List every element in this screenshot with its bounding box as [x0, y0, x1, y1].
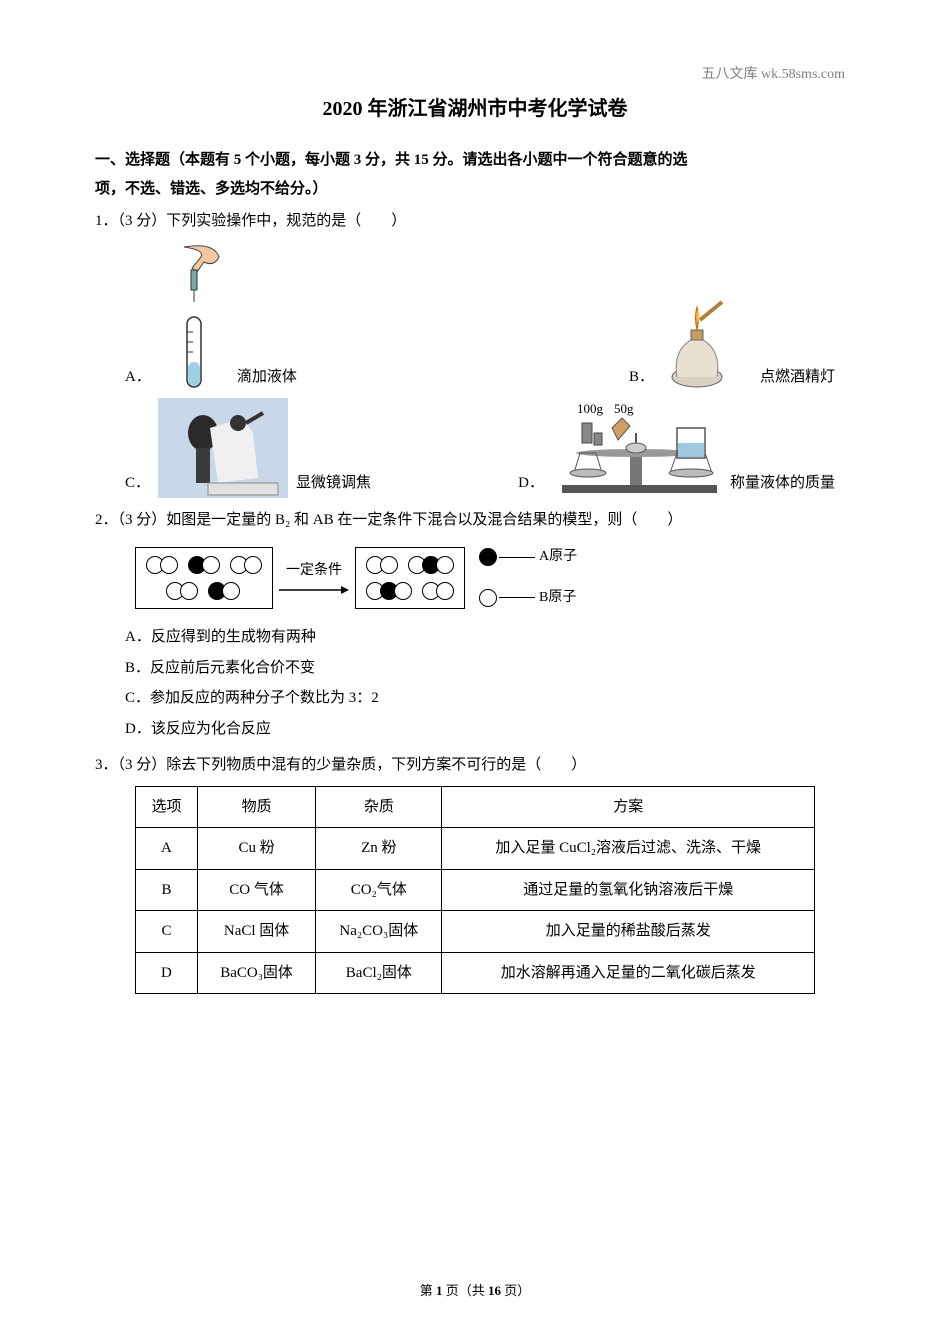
- table-cell: 加水溶解再通入足量的二氧化碳后蒸发: [442, 952, 815, 994]
- q1-option-c: C． 显微镜调焦: [125, 398, 371, 498]
- table-row: D BaCO₃固体 BaCl₂固体 加水溶解再通入足量的二氧化碳后蒸发: [136, 952, 815, 994]
- dropper-tube-icon: [159, 242, 229, 392]
- legend-a: A原子: [481, 544, 577, 571]
- legend-a-label: A原子: [539, 544, 577, 571]
- q1-option-b: B． 点燃酒精灯: [629, 292, 835, 392]
- q2-option-b: B．反应前后元素化合价不变: [125, 654, 855, 683]
- q2-left-box: [135, 547, 273, 609]
- arrow-label: 一定条件: [286, 558, 342, 585]
- page-footer: 第 1 页（共 16 页）: [0, 1279, 950, 1304]
- question-1: 1．（3 分）下列实验操作中，规范的是（ ） A． 滴加液体 B．: [95, 207, 855, 498]
- table-cell: Zn 粉: [316, 828, 442, 870]
- table-cell: Na₂CO₃固体: [316, 911, 442, 953]
- q2-legend: A原子 B原子: [481, 544, 577, 611]
- table-row: C NaCl 固体 Na₂CO₃固体 加入足量的稀盐酸后蒸发: [136, 911, 815, 953]
- molecule: [168, 582, 196, 600]
- option-prefix: C．: [125, 469, 150, 498]
- q2-right-box: [355, 547, 465, 609]
- q2-option-c: C．参加反应的两种分子个数比为 3：2: [125, 684, 855, 713]
- footer-text: 页）: [501, 1283, 530, 1298]
- q3-stem: 3．（3 分）除去下列物质中混有的少量杂质，下列方案不可行的是（ ）: [95, 751, 855, 780]
- q1-image-b: [662, 292, 752, 392]
- q1-image-c: [158, 398, 288, 498]
- page-title: 2020 年浙江省湖州市中考化学试卷: [95, 90, 855, 128]
- table-row: A Cu 粉 Zn 粉 加入足量 CuCl₂溶液后过滤、洗涤、干燥: [136, 828, 815, 870]
- table-header: 选项: [136, 786, 198, 828]
- option-prefix: B．: [629, 363, 654, 392]
- reaction-arrow: 一定条件: [279, 558, 349, 597]
- legend-b: B原子: [481, 585, 577, 612]
- q3-table: 选项 物质 杂质 方案 A Cu 粉 Zn 粉 加入足量 CuCl₂溶液后过滤、…: [135, 786, 815, 995]
- table-cell: NaCl 固体: [197, 911, 315, 953]
- molecule: [410, 556, 452, 574]
- q2-options: A．反应得到的生成物有两种 B．反应前后元素化合价不变 C．参加反应的两种分子个…: [95, 623, 855, 743]
- q1-stem: 1．（3 分）下列实验操作中，规范的是（ ）: [95, 207, 855, 236]
- molecule: [148, 556, 176, 574]
- section-heading-line1: 一、选择题（本题有 5 个小题，每小题 3 分，共 15 分。请选出各小题中一个…: [95, 152, 688, 168]
- table-header: 方案: [442, 786, 815, 828]
- balance-100g-label: 100g: [577, 401, 604, 416]
- option-label: 点燃酒精灯: [760, 363, 835, 392]
- molecule: [368, 556, 396, 574]
- watermark: 五八文库 wk.58sms.com: [702, 62, 846, 89]
- table-cell: 加入足量的稀盐酸后蒸发: [442, 911, 815, 953]
- legend-b-label: B原子: [539, 585, 576, 612]
- q1-image-d: 100g 50g: [552, 398, 722, 498]
- table-cell: BaCl₂固体: [316, 952, 442, 994]
- table-cell: A: [136, 828, 198, 870]
- table-header: 物质: [197, 786, 315, 828]
- q2-option-d: D．该反应为化合反应: [125, 715, 855, 744]
- footer-text: 页（共: [442, 1283, 488, 1298]
- balance-icon: 100g 50g: [552, 398, 722, 498]
- molecule: [190, 556, 218, 574]
- table-cell: 通过足量的氢氧化钠溶液后干燥: [442, 869, 815, 911]
- question-2: 2．（3 分）如图是一定量的 B₂ 和 AB 在一定条件下混合以及混合结果的模型…: [95, 506, 855, 744]
- table-cell: CO₂气体: [316, 869, 442, 911]
- molecule: [232, 556, 260, 574]
- table-header: 杂质: [316, 786, 442, 828]
- molecule: [424, 582, 452, 600]
- table-cell: B: [136, 869, 198, 911]
- q2-diagram: 一定条件 A原子 B原子: [135, 544, 855, 611]
- lamp-lighting-icon: [662, 292, 752, 392]
- q1-option-d: D． 100g 50g: [518, 398, 835, 498]
- microscope-icon: [158, 398, 288, 498]
- table-cell: C: [136, 911, 198, 953]
- arrow-icon: [279, 583, 349, 597]
- option-prefix: D．: [518, 469, 544, 498]
- option-prefix: A．: [125, 363, 151, 392]
- molecule: [368, 582, 410, 600]
- table-cell: 加入足量 CuCl₂溶液后过滤、洗涤、干燥: [442, 828, 815, 870]
- option-label: 称量液体的质量: [730, 469, 835, 498]
- table-cell: Cu 粉: [197, 828, 315, 870]
- molecule: [210, 582, 238, 600]
- balance-50g-label: 50g: [614, 401, 634, 416]
- option-label: 滴加液体: [237, 363, 297, 392]
- q2-option-a: A．反应得到的生成物有两种: [125, 623, 855, 652]
- q2-stem: 2．（3 分）如图是一定量的 B₂ 和 AB 在一定条件下混合以及混合结果的模型…: [95, 506, 855, 535]
- table-cell: D: [136, 952, 198, 994]
- table-row: B CO 气体 CO₂气体 通过足量的氢氧化钠溶液后干燥: [136, 869, 815, 911]
- footer-text: 第: [420, 1283, 436, 1298]
- section-heading-line2: 项，不选、错选、多选均不给分。）: [95, 181, 328, 197]
- section-heading: 一、选择题（本题有 5 个小题，每小题 3 分，共 15 分。请选出各小题中一个…: [95, 146, 855, 203]
- table-cell: BaCO₃固体: [197, 952, 315, 994]
- footer-total: 16: [488, 1283, 501, 1298]
- option-label: 显微镜调焦: [296, 469, 371, 498]
- q1-image-a: [159, 242, 229, 392]
- q1-option-a: A． 滴加液体: [125, 242, 297, 392]
- question-3: 3．（3 分）除去下列物质中混有的少量杂质，下列方案不可行的是（ ） 选项 物质…: [95, 751, 855, 994]
- table-cell: CO 气体: [197, 869, 315, 911]
